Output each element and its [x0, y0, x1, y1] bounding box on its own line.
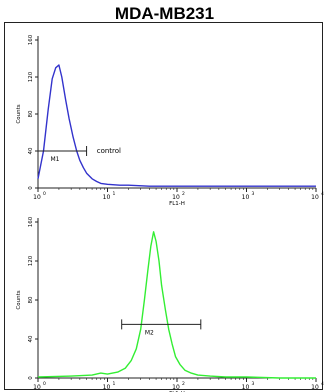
gate-label: M1: [51, 156, 60, 163]
x-tick-label: 10: [172, 194, 180, 201]
y-tick-label: 80: [28, 110, 34, 117]
x-tick-label: 10: [33, 384, 41, 391]
figure-title: MDA-MB231: [114, 4, 215, 23]
x-tick-exponent: 2: [182, 191, 185, 197]
x-tick-label: 10: [172, 384, 180, 391]
x-tick-exponent: 0: [43, 191, 46, 197]
x-tick-label: 10: [311, 194, 319, 201]
x-tick-exponent: 0: [43, 381, 46, 387]
x-tick-label: 10: [33, 194, 41, 201]
x-tick-exponent: 2: [182, 381, 185, 387]
y-tick-label: 120: [28, 255, 34, 266]
x-tick-exponent: 1: [113, 381, 116, 387]
y-tick-label: 0: [28, 186, 34, 190]
x-tick-exponent: 1: [113, 191, 116, 197]
histogram-series-line: [37, 231, 316, 379]
x-tick-exponent: 3: [252, 381, 255, 387]
x-tick-exponent: 3: [252, 191, 255, 197]
gate-label: M2: [145, 329, 154, 336]
figure-frame: [4, 22, 323, 390]
y-tick-label: 120: [28, 71, 34, 82]
y-axis-title: Counts: [16, 290, 22, 309]
y-axis-title: Counts: [16, 104, 22, 123]
x-tick-label: 10: [103, 384, 111, 391]
x-tick-exponent: 4: [321, 191, 324, 197]
y-tick-label: 40: [28, 147, 34, 154]
x-tick-exponent: 4: [321, 381, 324, 387]
y-tick-label: 160: [28, 216, 34, 227]
annotation-label: control: [97, 147, 121, 155]
x-axis-title: FL1-H: [169, 201, 185, 207]
y-tick-label: 80: [28, 296, 34, 303]
x-tick-label: 10: [311, 384, 319, 391]
x-tick-label: 10: [242, 194, 250, 201]
x-tick-label: 10: [242, 384, 250, 391]
y-tick-label: 40: [28, 335, 34, 342]
y-tick-label: 0: [28, 376, 34, 380]
histogram-series-line: [37, 64, 316, 187]
x-tick-label: 10: [103, 194, 111, 201]
y-tick-label: 160: [28, 34, 34, 45]
